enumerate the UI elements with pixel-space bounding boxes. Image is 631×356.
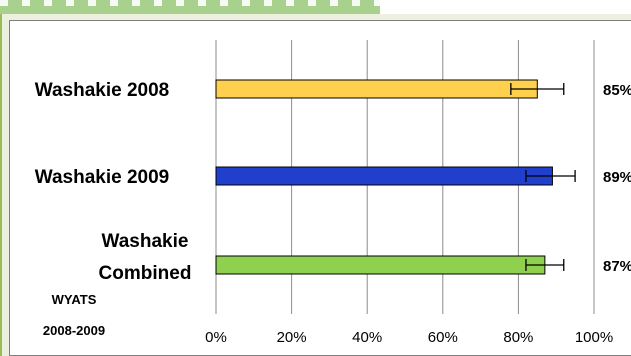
error-bars (510, 83, 576, 271)
x-tick-label-60: 60% (428, 329, 458, 346)
bar-2 (215, 166, 553, 186)
category-label-2-line-1: Washakie 2009 (35, 167, 170, 188)
category-label-3-line-2: Combined (99, 263, 192, 284)
bars (215, 79, 553, 275)
bar-1 (215, 79, 538, 99)
x-tick-label-20: 20% (277, 329, 307, 346)
footnote-line-1: WYATS (52, 292, 97, 307)
x-tick-label-100: 100% (575, 329, 613, 346)
footnote-line-2: 2008-2009 (43, 323, 105, 338)
chart-panel (9, 20, 631, 356)
labels: 0% 20% 40% 60% 80% 100% 85% Washakie 2008 89% Was… (35, 80, 631, 346)
x-tick-label-0: 0% (205, 329, 227, 346)
x-tick-label-40: 40% (352, 329, 382, 346)
category-label-3-line-1: Washakie (102, 231, 189, 252)
value-label-1: 85% (603, 82, 631, 99)
value-label-3: 87% (603, 258, 631, 275)
bar-3 (215, 255, 546, 275)
x-tick-label-80: 80% (503, 329, 533, 346)
category-label-1-line-1: Washakie 2008 (35, 80, 170, 101)
value-label-2: 89% (603, 169, 631, 186)
header-dots-pattern (0, 0, 380, 6)
